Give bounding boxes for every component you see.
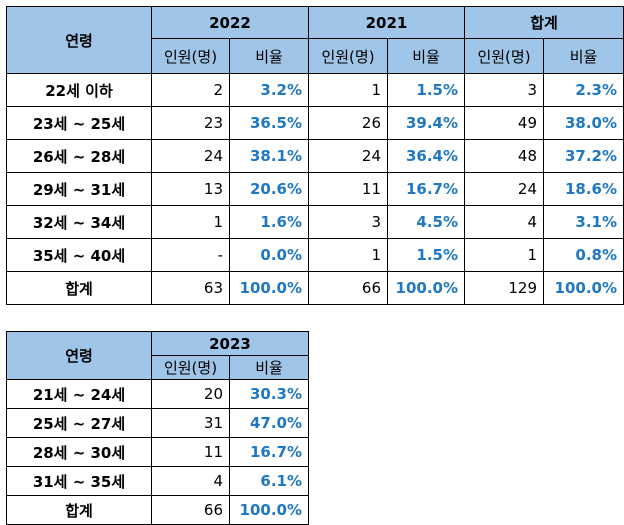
count-cell: 24 — [151, 139, 230, 173]
age-range-cell: 합계 — [6, 271, 152, 305]
age-range-cell: 23세 ~ 25세 — [6, 106, 152, 140]
ratio-cell: 1.5% — [387, 73, 465, 107]
ratio-cell: 38.0% — [542, 106, 624, 140]
count-cell: 23 — [151, 106, 230, 140]
ratio-cell: 4.5% — [387, 205, 465, 239]
age-range-cell: 31세 ~ 35세 — [6, 466, 152, 496]
count-cell: 13 — [151, 172, 230, 206]
age-column-header: 연령 — [6, 331, 152, 380]
age-range-cell: 32세 ~ 34세 — [6, 205, 152, 239]
table-row: 29세 ~ 31세 13 20.6% 11 16.7% 24 18.6% — [6, 172, 624, 206]
count-cell: 4 — [464, 205, 544, 239]
ratio-cell: 39.4% — [387, 106, 465, 140]
count-header: 인원(명) — [151, 38, 230, 74]
year-header-2021: 2021 — [308, 6, 465, 39]
ratio-cell: 100.0% — [229, 495, 309, 525]
ratio-cell: 0.8% — [542, 238, 624, 272]
count-cell: 31 — [151, 408, 230, 438]
age-range-cell: 29세 ~ 31세 — [6, 172, 152, 206]
count-cell: 49 — [464, 106, 544, 140]
table-row: 26세 ~ 28세 24 38.1% 24 36.4% 48 37.2% — [6, 139, 624, 173]
ratio-cell: 18.6% — [542, 172, 624, 206]
age-table-2023: 연령 2023 인원(명) 비율 21세 ~ 24세 20 30.3% 25세 ~ 2… — [6, 331, 309, 525]
ratio-cell: 0.0% — [229, 238, 309, 272]
age-column-header: 연령 — [6, 6, 152, 74]
ratio-cell: 2.3% — [542, 73, 624, 107]
age-range-cell: 28세 ~ 30세 — [6, 437, 152, 467]
age-range-cell: 22세 이하 — [6, 73, 152, 107]
ratio-cell: 30.3% — [229, 379, 309, 409]
count-cell: 1 — [151, 205, 230, 239]
count-header: 인원(명) — [151, 355, 230, 380]
ratio-cell: 47.0% — [229, 408, 309, 438]
table-row: 합계 66 100.0% — [6, 495, 309, 525]
year-header-2022: 2022 — [151, 6, 309, 39]
count-cell: 4 — [151, 466, 230, 496]
age-range-cell: 합계 — [6, 495, 152, 525]
count-cell: 24 — [308, 139, 388, 173]
table-row: 25세 ~ 27세 31 47.0% — [6, 408, 309, 438]
year-header-2023: 2023 — [151, 331, 309, 356]
count-cell: 63 — [151, 271, 230, 305]
count-cell: 66 — [151, 495, 230, 525]
count-header: 인원(명) — [308, 38, 388, 74]
ratio-cell: 1.5% — [387, 238, 465, 272]
ratio-cell: 16.7% — [387, 172, 465, 206]
count-cell: 3 — [308, 205, 388, 239]
count-cell: 3 — [464, 73, 544, 107]
ratio-cell: 3.2% — [229, 73, 309, 107]
ratio-cell: 100.0% — [387, 271, 465, 305]
ratio-header: 비율 — [229, 355, 309, 380]
age-table-2021-2022: 연령 2022 2021 합계 인원(명) 비율 인원(명) 비율 인원(명) … — [6, 6, 624, 305]
count-cell: 129 — [464, 271, 544, 305]
count-cell: 66 — [308, 271, 388, 305]
count-cell: 2 — [151, 73, 230, 107]
count-header: 인원(명) — [464, 38, 544, 74]
count-cell: 1 — [308, 238, 388, 272]
ratio-cell: 36.4% — [387, 139, 465, 173]
ratio-cell: 20.6% — [229, 172, 309, 206]
ratio-cell: 1.6% — [229, 205, 309, 239]
table-row: 32세 ~ 34세 1 1.6% 3 4.5% 4 3.1% — [6, 205, 624, 239]
ratio-header: 비율 — [387, 38, 465, 74]
count-cell: 11 — [308, 172, 388, 206]
table-row: 22세 이하 2 3.2% 1 1.5% 3 2.3% — [6, 73, 624, 107]
table-row: 35세 ~ 40세 -0.0% 1 1.5% 1 0.8% — [6, 238, 624, 272]
age-range-cell: 21세 ~ 24세 — [6, 379, 152, 409]
ratio-cell: 16.7% — [229, 437, 309, 467]
table-row: 28세 ~ 30세 11 16.7% — [6, 437, 309, 467]
age-range-cell: 35세 ~ 40세 — [6, 238, 152, 272]
ratio-cell: 37.2% — [542, 139, 624, 173]
age-range-cell: 25세 ~ 27세 — [6, 408, 152, 438]
count-cell: 1 — [308, 73, 388, 107]
count-cell: 24 — [464, 172, 544, 206]
count-cell: 1 — [464, 238, 544, 272]
ratio-cell: 100.0% — [542, 271, 624, 305]
age-range-cell: 26세 ~ 28세 — [6, 139, 152, 173]
ratio-cell: 6.1% — [229, 466, 309, 496]
table-row: 21세 ~ 24세 20 30.3% — [6, 379, 309, 409]
table-row: 합계 63 100.0% 66 100.0% 129 100.0% — [6, 271, 624, 305]
year-header-total: 합계 — [463, 6, 624, 39]
ratio-header: 비율 — [229, 38, 309, 74]
table-row: 23세 ~ 25세 23 36.5% 26 39.4% 49 38.0% — [6, 106, 624, 140]
count-cell: 11 — [151, 437, 230, 467]
count-cell: - — [151, 238, 230, 272]
ratio-cell: 38.1% — [229, 139, 309, 173]
ratio-cell: 3.1% — [542, 205, 624, 239]
count-cell: 48 — [464, 139, 544, 173]
ratio-cell: 100.0% — [229, 271, 309, 305]
ratio-cell: 36.5% — [229, 106, 309, 140]
ratio-header: 비율 — [542, 38, 624, 74]
count-cell: 26 — [308, 106, 388, 140]
table-row: 31세 ~ 35세 4 6.1% — [6, 466, 309, 496]
count-cell: 20 — [151, 379, 230, 409]
